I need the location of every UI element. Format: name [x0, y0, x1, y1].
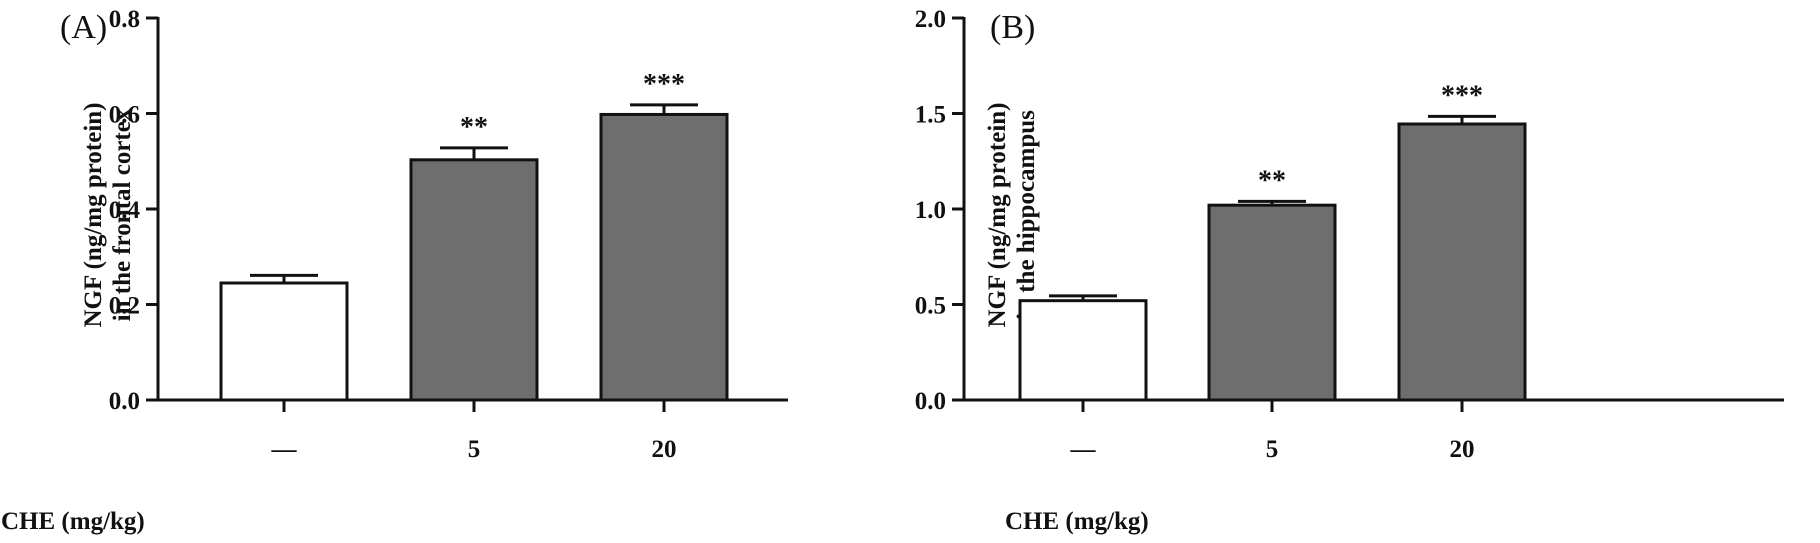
panel-a-y-tick-label: 0.2 — [109, 293, 140, 320]
panel-a-bar — [409, 158, 539, 402]
panel-b-y-tick-label: 1.0 — [915, 197, 946, 224]
panel-b-y-tick-label: 1.5 — [915, 102, 946, 129]
panel-b-x-axis-title: CHE (mg/kg) — [1005, 508, 1149, 535]
panel-b-bar — [1207, 203, 1337, 402]
panel-b-significance-label: ** — [1258, 165, 1286, 196]
panel-a-y-tick-label: 0.0 — [109, 388, 140, 415]
panel-a-y-tick-label: 0.8 — [109, 6, 140, 33]
panel-a-y-axis-title-line-2: in the frontal cortex — [109, 108, 136, 321]
panel-b-bar — [1397, 122, 1527, 402]
panel-a-bar — [599, 112, 729, 402]
panel-a-category-label: — — [271, 436, 298, 463]
panel-b-y-axis-title-line-1: NGF (ng/mg protein) — [984, 103, 1011, 328]
panel-a-y-axis-title-line-1: NGF (ng/mg protein) — [80, 103, 107, 328]
panel-b-y-tick-label: 2.0 — [915, 6, 946, 33]
panel-a-bar — [219, 281, 349, 402]
panel-a-x-axis-title: CHE (mg/kg) — [1, 508, 145, 535]
panel-b-category-label: 5 — [1266, 436, 1279, 463]
panel-a: (A) NGF (ng/mg protein) in the frontal c… — [1, 6, 788, 535]
panel-b-category-label: 20 — [1450, 436, 1475, 463]
panel-b-significance-label: *** — [1441, 80, 1483, 111]
panel-a-category-label: 20 — [652, 436, 677, 463]
panel-b-y-axis-title-line-2: in the hippocampus — [1013, 110, 1040, 320]
panel-b-y-tick-label: 0.5 — [915, 293, 946, 320]
panel-a-significance-label: ** — [460, 112, 488, 143]
panel-b-bar — [1018, 299, 1148, 402]
panel-b-label: (B) — [990, 9, 1035, 46]
panel-b: (B) NGF (ng/mg protein) in the hippocamp… — [915, 6, 1784, 535]
panel-a-y-tick-label: 0.4 — [109, 197, 141, 224]
panel-a-y-tick-label: 0.6 — [109, 102, 140, 129]
panel-b-category-label: — — [1070, 436, 1097, 463]
panel-a-significance-label: *** — [643, 69, 685, 100]
panel-a-category-label: 5 — [468, 436, 481, 463]
panel-b-y-tick-label: 0.0 — [915, 388, 946, 415]
panel-a-label: (A) — [60, 9, 107, 46]
